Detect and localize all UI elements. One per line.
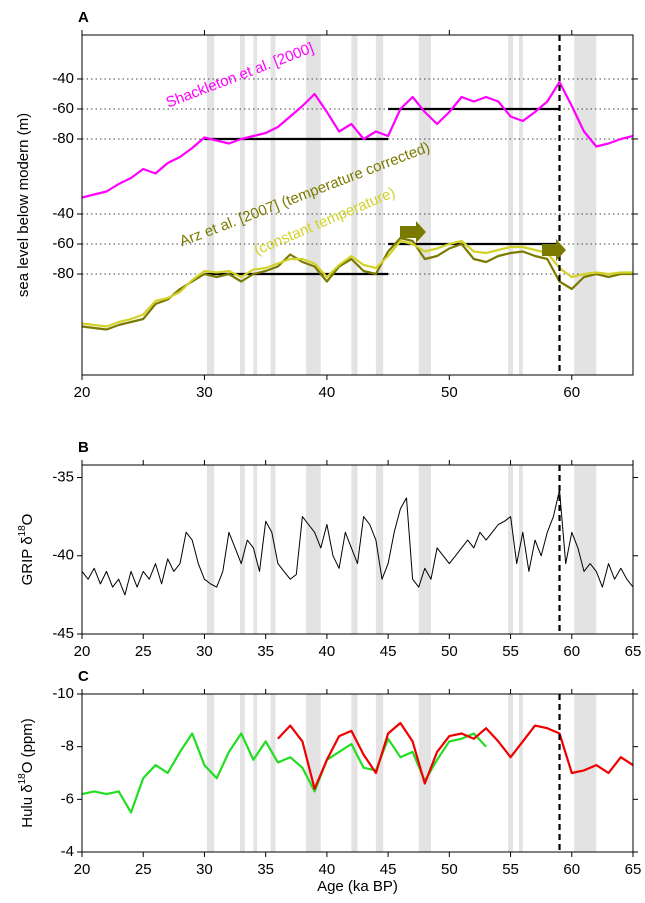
plot-area [82, 465, 633, 634]
y-tick-label: -4 [61, 843, 74, 860]
shaded-region [270, 694, 276, 852]
shaded-region [375, 694, 384, 852]
shaded-region [519, 465, 523, 634]
y-axis-label-part: 18 [17, 525, 28, 537]
shaded-region [508, 465, 514, 634]
shaded-region [306, 694, 321, 852]
shaded-region [270, 465, 276, 634]
x-tick-label: 30 [196, 861, 213, 878]
shaded-region [253, 694, 258, 852]
series-line [82, 239, 633, 328]
shaded-region [418, 694, 431, 852]
arrow [542, 239, 566, 261]
x-tick-label: 60 [563, 384, 580, 401]
shaded-region [508, 35, 514, 375]
x-tick-label: 25 [135, 643, 152, 660]
x-tick-label: 55 [502, 643, 519, 660]
y-tick-label: -40 [52, 70, 74, 87]
plot-frame [81, 464, 634, 635]
series-line [82, 80, 633, 199]
y-axis-label-part: Hulu δ [19, 784, 36, 827]
series-line [277, 721, 633, 790]
shaded-region [574, 465, 597, 634]
shaded-region [239, 694, 245, 852]
x-tick-label: 50 [441, 861, 458, 878]
y-tick-label: -40 [52, 205, 74, 222]
y-tick-label: -80 [52, 130, 74, 147]
y-axis-label: GRIP δ18O [17, 514, 36, 586]
panel-label: B [78, 439, 89, 456]
x-tick-label: 65 [625, 643, 642, 660]
shaded-region [351, 694, 358, 852]
shaded-region [418, 465, 431, 634]
y-tick-label: -6 [61, 790, 74, 807]
x-tick-label: 40 [319, 384, 336, 401]
shaded-region [519, 694, 523, 852]
shaded-region [351, 465, 358, 634]
x-tick-label: 55 [502, 861, 519, 878]
shaded-region [253, 35, 258, 375]
x-tick-label: 20 [74, 643, 91, 660]
x-tick-label: 35 [257, 643, 274, 660]
shaded-region [306, 35, 321, 375]
shaded-region [519, 35, 523, 375]
x-tick-label: 30 [196, 384, 213, 401]
shaded-region [239, 35, 245, 375]
x-tick-label: 65 [625, 861, 642, 878]
x-tick-label: 35 [257, 861, 274, 878]
y-tick-label: -60 [52, 100, 74, 117]
x-tick-label: 50 [441, 643, 458, 660]
plot-frame [81, 34, 634, 376]
shaded-region [306, 465, 321, 634]
x-tick-label: 25 [135, 861, 152, 878]
shaded-region [239, 465, 245, 634]
x-tick-label: 40 [319, 643, 336, 660]
y-axis-label-part: 18 [17, 773, 28, 785]
x-tick-label: 50 [441, 384, 458, 401]
series-label: Shackleton et al. [2000] [164, 39, 316, 111]
panel-label: A [78, 9, 89, 26]
shaded-region [206, 35, 215, 375]
y-axis-label: Hulu δ18O (ppm) [17, 718, 36, 828]
y-axis-label-part: O [19, 514, 36, 526]
shaded-region [375, 35, 384, 375]
plot-frame [81, 693, 634, 853]
y-tick-label: -10 [52, 685, 74, 702]
plot-area [82, 694, 633, 852]
x-tick-label: 20 [74, 861, 91, 878]
y-tick-label: -80 [52, 265, 74, 282]
x-tick-label: 40 [319, 861, 336, 878]
x-tick-label: 45 [380, 861, 397, 878]
shaded-region [375, 465, 384, 634]
shaded-region [270, 35, 276, 375]
arrow [400, 221, 426, 243]
x-tick-label: 45 [380, 643, 397, 660]
y-axis-label: sea level below modern (m) [15, 113, 32, 297]
y-tick-label: -60 [52, 235, 74, 252]
x-tick-label: 30 [196, 643, 213, 660]
y-tick-label: -40 [52, 547, 74, 564]
y-tick-label: -35 [52, 468, 74, 485]
panel-label: C [78, 668, 89, 685]
x-tick-label: 20 [74, 384, 91, 401]
x-axis-label: Age (ka BP) [317, 878, 398, 895]
y-axis-label-part: O (ppm) [19, 718, 36, 773]
x-tick-label: 60 [563, 643, 580, 660]
series-line [82, 489, 633, 596]
shaded-region [351, 35, 358, 375]
shaded-region [253, 465, 258, 634]
y-tick-label: -45 [52, 625, 74, 642]
shaded-region [508, 694, 514, 852]
shaded-region [418, 35, 431, 375]
shaded-region [206, 465, 215, 634]
plot-area [82, 35, 633, 375]
y-axis-label-part: GRIP δ [19, 536, 36, 585]
shaded-region [574, 35, 597, 375]
x-tick-label: 60 [563, 861, 580, 878]
shaded-region [574, 694, 597, 852]
y-tick-label: -8 [61, 738, 74, 755]
